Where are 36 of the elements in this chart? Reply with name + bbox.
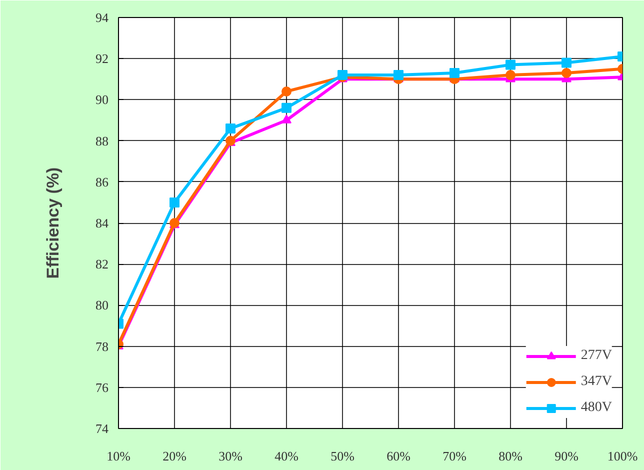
y-tick-label: 76 [96, 380, 109, 395]
x-tick-label: 70% [442, 448, 467, 464]
x-tick-label: 10% [106, 448, 131, 464]
point [170, 197, 180, 208]
point [282, 102, 292, 113]
point [506, 70, 516, 80]
x-tick-label: 90% [554, 448, 579, 464]
point [282, 114, 292, 124]
y-tick-label: 88 [96, 133, 108, 148]
y-tick-label: 90 [96, 92, 108, 108]
legend-label: 480V [580, 400, 612, 416]
x-tick-label: 60% [386, 448, 411, 464]
point [450, 68, 460, 78]
y-tick-label: 74 [96, 421, 109, 436]
y-tick-label: 86 [96, 174, 109, 190]
point [282, 86, 292, 96]
legend-label: 347V [580, 374, 612, 390]
x-tick-label: 50% [330, 448, 355, 464]
y-axis-title: Efficiency (%) [44, 167, 62, 279]
x-tick-label: 20% [162, 448, 187, 464]
point [226, 123, 236, 134]
x-tick-label: 30% [218, 448, 243, 464]
x-tick-label: 100% [607, 448, 638, 464]
y-tick-label: 80 [96, 298, 108, 313]
x-tick-label: 40% [274, 448, 299, 464]
point [562, 58, 572, 68]
x-tick-label: 80% [498, 448, 523, 464]
point [394, 70, 404, 80]
y-tick-label: 84 [96, 216, 109, 230]
point [562, 68, 572, 78]
point [506, 60, 516, 70]
y-tick-label: 82 [96, 256, 108, 272]
y-tick-label: 78 [96, 338, 108, 354]
y-tick-label: 94 [96, 10, 109, 25]
legend-label: 277V [580, 348, 612, 364]
y-tick-label: 92 [96, 51, 108, 66]
